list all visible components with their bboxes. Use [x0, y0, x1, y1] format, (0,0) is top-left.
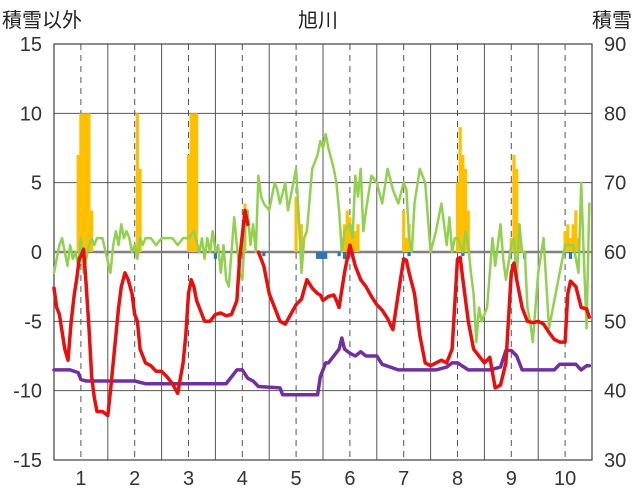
- orange-bar: [348, 217, 352, 252]
- left-tick-label: 0: [31, 242, 42, 264]
- x-tick-label: 8: [452, 468, 463, 490]
- blue-bar: [324, 252, 328, 259]
- blue-bar: [213, 252, 217, 259]
- blue-bar: [407, 252, 411, 257]
- orange-bar: [194, 113, 199, 252]
- orange-bar: [563, 231, 567, 252]
- orange-bar: [186, 154, 191, 252]
- left-axis-label: 積雪以外: [2, 10, 82, 32]
- right-axis-label: 積雪: [592, 10, 632, 32]
- orange-bar: [135, 113, 139, 252]
- orange-bar: [566, 224, 570, 252]
- orange-bar: [455, 182, 460, 252]
- orange-bar: [571, 224, 575, 252]
- right-tick-label: 40: [604, 381, 626, 403]
- orange-bar: [356, 224, 360, 252]
- red-line: [52, 208, 250, 418]
- red-line: [256, 243, 592, 390]
- left-tick-label: -5: [24, 311, 42, 333]
- left-axis-ticks: 15 10 5 0 -5 -10 -15: [13, 34, 42, 472]
- left-tick-label: 15: [20, 34, 42, 56]
- left-tick-label: -10: [13, 381, 42, 403]
- x-tick-label: 3: [183, 468, 194, 490]
- orange-bar: [138, 168, 142, 252]
- line-series: [52, 132, 592, 418]
- orange-bar: [192, 113, 196, 252]
- orange-bar: [463, 168, 468, 252]
- orange-bar: [84, 113, 88, 252]
- x-tick-label: 6: [344, 468, 355, 490]
- blue-bar: [342, 252, 347, 259]
- orange-bar: [353, 231, 357, 252]
- right-tick-label: 70: [604, 173, 626, 195]
- orange-bar: [87, 113, 91, 252]
- left-tick-label: 10: [20, 103, 42, 125]
- bar-series: [76, 113, 581, 259]
- blue-bar: [337, 252, 341, 257]
- orange-bar: [458, 127, 462, 252]
- blue-bar: [568, 252, 573, 259]
- orange-bar: [90, 210, 94, 252]
- orange-bar: [574, 210, 578, 252]
- orange-bar: [404, 238, 408, 252]
- x-tick-label: 7: [398, 468, 409, 490]
- x-tick-label: 2: [129, 468, 140, 490]
- x-tick-label: 1: [75, 468, 86, 490]
- right-tick-label: 30: [604, 450, 626, 472]
- orange-bar: [461, 154, 465, 252]
- x-tick-label: 5: [291, 468, 302, 490]
- orange-bar: [515, 168, 519, 252]
- blue-bar: [321, 252, 325, 259]
- left-tick-label: 5: [31, 173, 42, 195]
- right-tick-label: 50: [604, 311, 626, 333]
- right-axis-ticks: 90 80 70 60 50 40 30: [604, 34, 626, 472]
- x-tick-label: 4: [237, 468, 248, 490]
- right-tick-label: 80: [604, 103, 626, 125]
- blue-bar: [318, 252, 322, 259]
- green-line: [52, 132, 591, 344]
- right-tick-label: 90: [604, 34, 626, 56]
- right-tick-label: 60: [604, 242, 626, 264]
- orange-bar: [299, 224, 304, 252]
- blue-bar: [316, 252, 320, 259]
- orange-bar: [512, 154, 516, 252]
- blue-bar: [262, 252, 266, 257]
- orange-bar: [294, 196, 298, 252]
- orange-bar: [76, 154, 80, 252]
- orange-bar: [402, 210, 406, 252]
- orange-bar: [81, 113, 86, 252]
- orange-bar: [466, 210, 470, 252]
- chart-title: 旭川: [298, 10, 338, 32]
- orange-bar: [189, 113, 193, 252]
- orange-bar: [79, 113, 83, 252]
- x-tick-label: 9: [506, 468, 517, 490]
- blue-bar: [461, 252, 465, 257]
- x-tick-label: 10: [554, 468, 576, 490]
- left-tick-label: -15: [13, 450, 42, 472]
- orange-bar: [345, 210, 349, 252]
- x-axis-ticks: 1 2 3 4 5 6 7 8 9 10: [75, 468, 576, 490]
